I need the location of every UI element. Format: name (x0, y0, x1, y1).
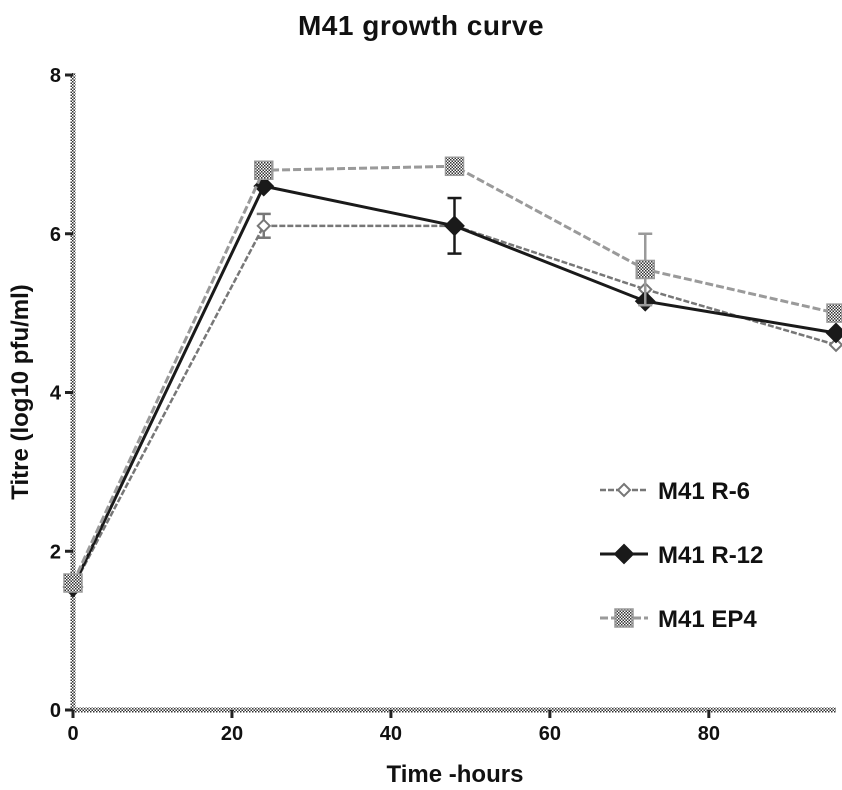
legend-marker (615, 545, 633, 563)
x-tick-label: 60 (539, 723, 561, 745)
legend-marker (615, 609, 633, 627)
legend-label: M41 EP4 (658, 606, 757, 633)
series-layer (64, 157, 842, 596)
legend-marker (618, 484, 630, 496)
series-line (73, 226, 836, 587)
legend-item-2: M41 R-12 (600, 542, 763, 569)
y-tick-label: 4 (50, 383, 62, 405)
data-point (636, 260, 654, 278)
y-tick-label: 8 (50, 65, 61, 87)
data-point (827, 324, 842, 342)
data-point (255, 161, 273, 179)
data-point (446, 217, 464, 235)
y-tick-label: 0 (50, 700, 61, 722)
data-point (258, 220, 270, 232)
data-point (827, 304, 842, 322)
y-tick-label: 2 (50, 541, 61, 563)
legend-item-1: M41 R-6 (600, 478, 750, 505)
y-axis-title: Titre (log10 pfu/ml) (7, 284, 34, 500)
series-2 (64, 177, 842, 596)
series-1 (67, 214, 842, 593)
legend-label: M41 R-12 (658, 542, 763, 569)
data-point (64, 574, 82, 592)
x-tick-label: 20 (221, 723, 243, 745)
x-axis-title: Time -hours (387, 761, 524, 788)
legend-label: M41 R-6 (658, 478, 750, 505)
x-tick-label: 0 (67, 723, 78, 745)
legend-item-3: M41 EP4 (600, 606, 757, 633)
x-tick-label: 80 (698, 723, 720, 745)
y-tick-label: 6 (50, 224, 61, 246)
data-point (446, 157, 464, 175)
legend: M41 R-6 M41 R-12 M41 EP4 (600, 478, 763, 633)
x-tick-label: 40 (380, 723, 402, 745)
